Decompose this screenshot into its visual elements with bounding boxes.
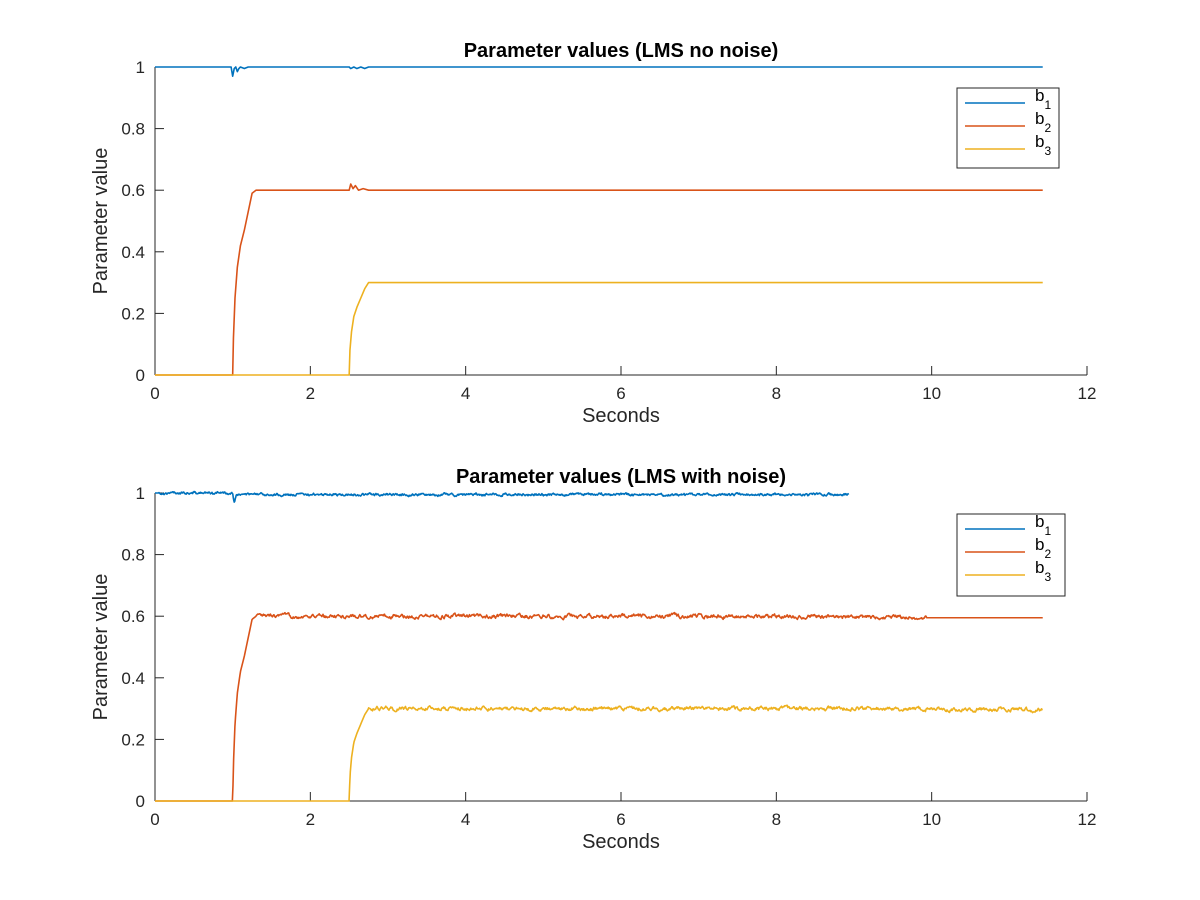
x-tick-label: 2 xyxy=(306,384,315,403)
y-tick-label: 0.2 xyxy=(121,730,145,749)
x-tick-label: 8 xyxy=(772,810,781,829)
x-tick-label: 8 xyxy=(772,384,781,403)
x-tick-label: 2 xyxy=(306,810,315,829)
y-tick-label: 0 xyxy=(136,792,145,811)
legend-box xyxy=(956,513,1066,597)
legend-label-b2: b2 xyxy=(1035,109,1051,135)
x-tick-label: 6 xyxy=(616,384,625,403)
legend-box xyxy=(956,87,1060,169)
x-tick-label: 0 xyxy=(150,384,159,403)
series-line-b1 xyxy=(154,490,850,503)
y-tick-label: 0.6 xyxy=(121,181,145,200)
series-line-b2 xyxy=(154,611,1043,802)
series-line-b1 xyxy=(155,66,1043,78)
x-tick-label: 6 xyxy=(616,810,625,829)
chart-panel-2: 0 2 4 6 8 10 12 0 0.2 0.4 0.6 0.8 1 Parameter values … xyxy=(90,466,1096,853)
legend-label-b3: b3 xyxy=(1035,132,1051,158)
legend-label-b3: b3 xyxy=(1035,558,1051,584)
series-line-b2 xyxy=(155,183,1043,376)
chart-title: Parameter values (LMS with noise) xyxy=(456,466,786,488)
y-axis-label: Parameter value xyxy=(90,574,112,721)
y-axis-label: Parameter value xyxy=(90,148,112,295)
y-tick-label: 0.2 xyxy=(121,304,145,323)
y-tick-label: 0.8 xyxy=(121,546,145,565)
x-axis-label: Seconds xyxy=(582,405,660,427)
x-tick-label: 12 xyxy=(1078,810,1097,829)
chart-panel-1: 0 2 4 6 8 10 12 0 0.2 0.4 0.6 0.8 1 Parameter values … xyxy=(90,40,1096,427)
y-tick-label: 0.6 xyxy=(121,607,145,626)
x-axis-label: Seconds xyxy=(582,831,660,853)
series-line-b3 xyxy=(155,281,1043,376)
chart-title: Parameter values (LMS no noise) xyxy=(464,40,779,62)
y-tick-label: 0.4 xyxy=(121,669,145,688)
x-tick-label: 4 xyxy=(461,810,470,829)
x-tick-label: 10 xyxy=(922,384,941,403)
x-tick-label: 12 xyxy=(1078,384,1097,403)
x-tick-label: 4 xyxy=(461,384,470,403)
legend-label-b1: b1 xyxy=(1035,86,1051,112)
y-tick-label: 1 xyxy=(136,484,145,503)
y-tick-label: 0 xyxy=(136,366,145,385)
y-tick-label: 0.8 xyxy=(121,120,145,139)
series-line-b3 xyxy=(154,704,1043,802)
x-tick-label: 0 xyxy=(150,810,159,829)
y-tick-label: 1 xyxy=(136,58,145,77)
legend-label-b1: b1 xyxy=(1035,512,1051,538)
x-tick-label: 10 xyxy=(922,810,941,829)
y-tick-label: 0.4 xyxy=(121,243,145,262)
legend-label-b2: b2 xyxy=(1035,535,1051,561)
